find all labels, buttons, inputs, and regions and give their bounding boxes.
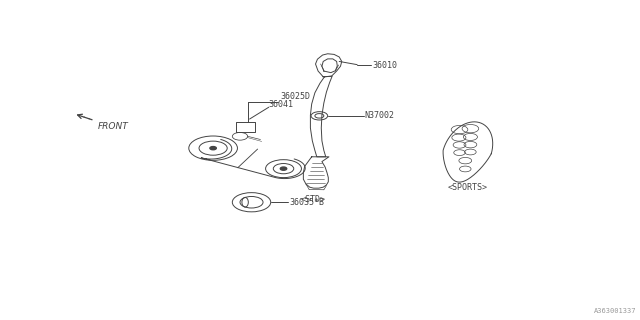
Text: N37002: N37002 xyxy=(365,111,395,120)
Text: 36035*B: 36035*B xyxy=(289,198,324,207)
Text: 36010: 36010 xyxy=(372,61,397,70)
Text: 36041: 36041 xyxy=(269,100,294,109)
Text: <SPORTS>: <SPORTS> xyxy=(447,183,487,192)
Text: FRONT: FRONT xyxy=(97,122,128,131)
Circle shape xyxy=(280,167,287,170)
Circle shape xyxy=(210,147,216,150)
Text: <STD>: <STD> xyxy=(301,196,326,204)
Text: 36025D: 36025D xyxy=(280,92,310,101)
Text: A363001337: A363001337 xyxy=(595,308,637,314)
